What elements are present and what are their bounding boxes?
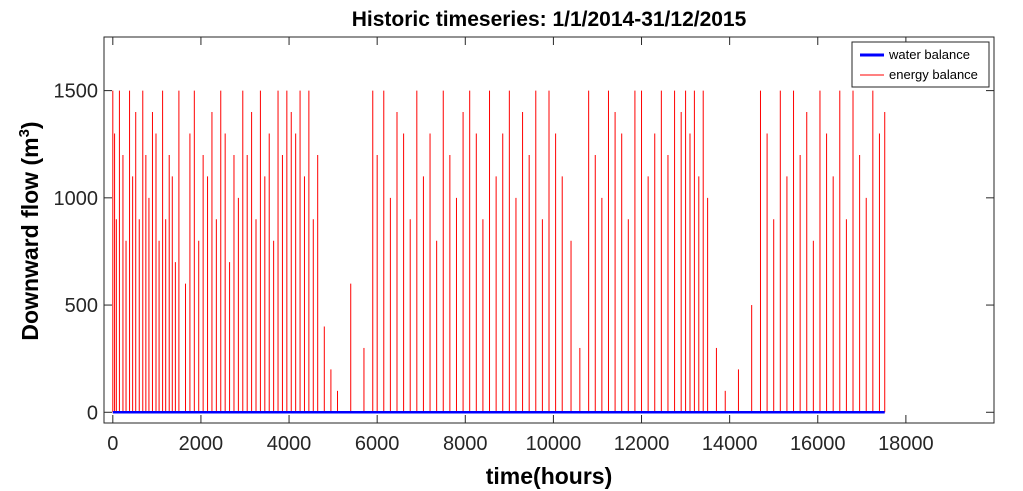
y-axis-label: Downward flow (m3): [16, 121, 43, 340]
y-axis-label-main: Downward flow (m: [17, 137, 43, 340]
x-tick-label: 4000: [267, 433, 312, 455]
x-tick-label: 16000: [790, 433, 846, 455]
x-tick-label: 14000: [702, 433, 758, 455]
y-axis-ticks: 0 500 1000 1500: [54, 81, 994, 424]
legend-label-energy-balance: energy balance: [889, 67, 978, 82]
chart-title: Historic timeseries: 1/1/2014-31/12/2015: [352, 8, 747, 31]
x-tick-label: 12000: [614, 433, 670, 455]
y-tick-label: 1000: [54, 188, 99, 210]
legend-box: [851, 41, 990, 88]
y-tick-label: 0: [87, 402, 98, 424]
y-tick-label: 1500: [54, 81, 99, 103]
x-tick-label: 0: [107, 433, 118, 455]
x-axis-label: time(hours): [486, 463, 613, 489]
x-tick-label: 6000: [355, 433, 400, 455]
x-tick-label: 8000: [443, 433, 488, 455]
x-axis-ticks: 0 2000 4000 6000 8000 10000 12000 14000 16000 180…: [107, 37, 934, 455]
y-tick-label: 500: [65, 295, 98, 317]
x-tick-label: 18000: [878, 433, 934, 455]
plot-frame: [103, 36, 995, 424]
series-energy-balance: [112, 90, 886, 413]
y-axis-label-close: ): [17, 121, 43, 129]
legend: water balance energy balance: [851, 41, 990, 88]
plot-area: [103, 36, 995, 424]
x-tick-label: 10000: [526, 433, 582, 455]
x-tick-label: 2000: [179, 433, 224, 455]
legend-label-water-balance: water balance: [888, 47, 970, 62]
series-layer: [112, 90, 886, 414]
y-axis-label-superscript: 3: [16, 129, 33, 137]
